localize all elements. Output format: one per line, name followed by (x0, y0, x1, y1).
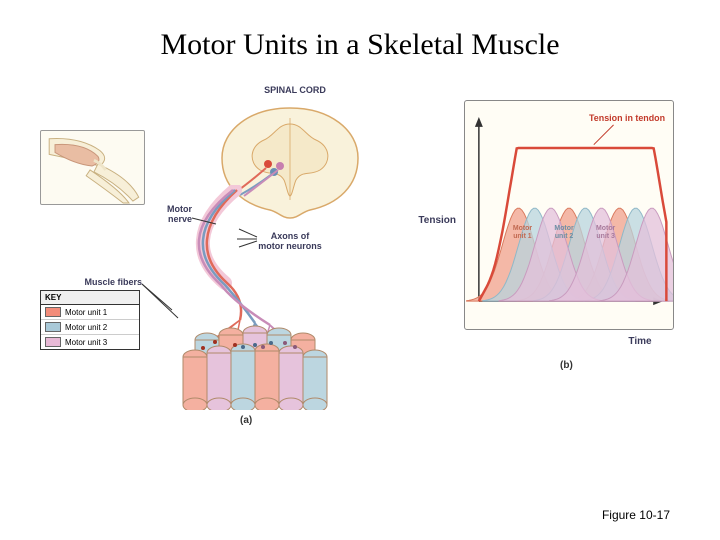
muscle-fibers-leader (140, 282, 180, 322)
chart-ylabel: Tension (416, 215, 456, 226)
muscle-fibers-label: Muscle fibers (70, 278, 142, 288)
chart-xlabel: Time (610, 336, 670, 347)
panel-a-caption: (a) (240, 415, 252, 426)
page-title: Motor Units in a Skeletal Muscle (0, 28, 720, 62)
key-legend: KEY Motor unit 1 Motor unit 2 Motor unit… (40, 290, 140, 350)
key-swatch-3 (45, 337, 61, 347)
axons-label: Axons of motor neurons (250, 232, 330, 252)
figure-area: SPINAL CORD Motor nerve Axons of motor n… (40, 90, 680, 430)
elbow-drawing (41, 131, 144, 204)
key-row-3: Motor unit 3 (41, 335, 139, 349)
svg-text:Motorunit 2: Motorunit 2 (554, 225, 574, 240)
key-label-3: Motor unit 3 (65, 338, 107, 347)
key-row-1: Motor unit 1 (41, 305, 139, 320)
panel-b-caption: (b) (560, 360, 573, 371)
motor-nerve-leader (190, 212, 218, 228)
panel-b: Tension Tension in tendonMotorunit 1Moto… (460, 100, 680, 380)
svg-text:Motorunit 3: Motorunit 3 (596, 225, 616, 240)
key-label-2: Motor unit 2 (65, 323, 107, 332)
tension-chart: Tension in tendon Motorunit 1 Motorunit 2 M… (465, 101, 673, 329)
key-swatch-2 (45, 322, 61, 332)
motor-nerve-label: Motor nerve (150, 205, 192, 225)
key-header: KEY (41, 291, 139, 305)
figure-number: Figure 10-17 (602, 508, 670, 522)
key-swatch-1 (45, 307, 61, 317)
spinal-cord-label: SPINAL CORD (250, 86, 340, 96)
key-row-2: Motor unit 2 (41, 320, 139, 335)
svg-text:Tension in tendon: Tension in tendon (589, 113, 665, 123)
chart-frame: Tension in tendon Motorunit 1 Motorunit 2 M… (464, 100, 674, 330)
key-label-1: Motor unit 1 (65, 308, 107, 317)
axons-leader (235, 225, 259, 249)
elbow-inset (40, 130, 145, 205)
panel-a: SPINAL CORD Motor nerve Axons of motor n… (40, 90, 440, 430)
svg-text:Motorunit 1: Motorunit 1 (513, 225, 533, 240)
